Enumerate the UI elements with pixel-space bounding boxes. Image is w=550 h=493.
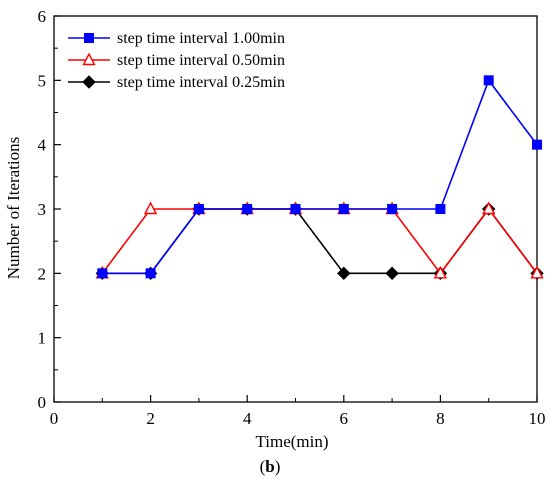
y-tick-label: 1: [38, 329, 47, 348]
data-point: [193, 204, 204, 214]
data-point: [242, 204, 253, 214]
x-tick-label: 6: [340, 409, 349, 428]
caption-open: (: [260, 457, 266, 476]
x-tick-label: 10: [529, 409, 546, 428]
data-point: [532, 139, 542, 150]
series-line: [102, 78, 538, 275]
legend-marker: [82, 52, 96, 66]
data-point: [385, 266, 399, 281]
data-point: [482, 201, 496, 215]
legend-label: step time interval 0.50min: [117, 52, 285, 69]
legend-label: step time interval 0.25min: [117, 74, 285, 91]
y-tick-label: 2: [38, 264, 47, 283]
y-tick-label: 0: [38, 393, 47, 412]
data-point: [387, 204, 398, 214]
legend-label: step time interval 1.00min: [117, 30, 285, 47]
caption-close: ): [275, 457, 281, 476]
data-point: [290, 204, 301, 214]
x-tick-label: 2: [146, 409, 155, 428]
data-point: [337, 266, 351, 281]
series-1: [97, 75, 542, 279]
data-point: [97, 268, 108, 279]
x-tick-label: 8: [436, 409, 445, 428]
series-line: [102, 207, 538, 275]
y-tick-label: 5: [38, 71, 47, 90]
legend-marker: [84, 33, 94, 43]
data-point: [433, 265, 448, 279]
data-point: [143, 201, 158, 215]
legend: step time interval 1.00min step time inte…: [68, 30, 285, 91]
data-point: [338, 204, 349, 214]
figure-caption: (b): [260, 457, 281, 476]
y-tick-label: 4: [38, 136, 47, 155]
data-point: [483, 75, 494, 86]
data-point: [530, 265, 544, 279]
x-tick-label: 0: [50, 409, 59, 428]
data-point: [435, 204, 446, 214]
x-tick-label: 4: [243, 409, 252, 428]
y-axis-title: Number of Iterations: [4, 137, 23, 280]
x-axis-title: Time(min): [255, 432, 328, 451]
data-point: [145, 268, 156, 279]
series-3: [95, 202, 544, 281]
y-tick-label: 3: [38, 200, 47, 219]
caption-letter: b: [265, 457, 274, 476]
y-tick-label: 6: [38, 7, 47, 26]
legend-marker: [82, 75, 96, 89]
